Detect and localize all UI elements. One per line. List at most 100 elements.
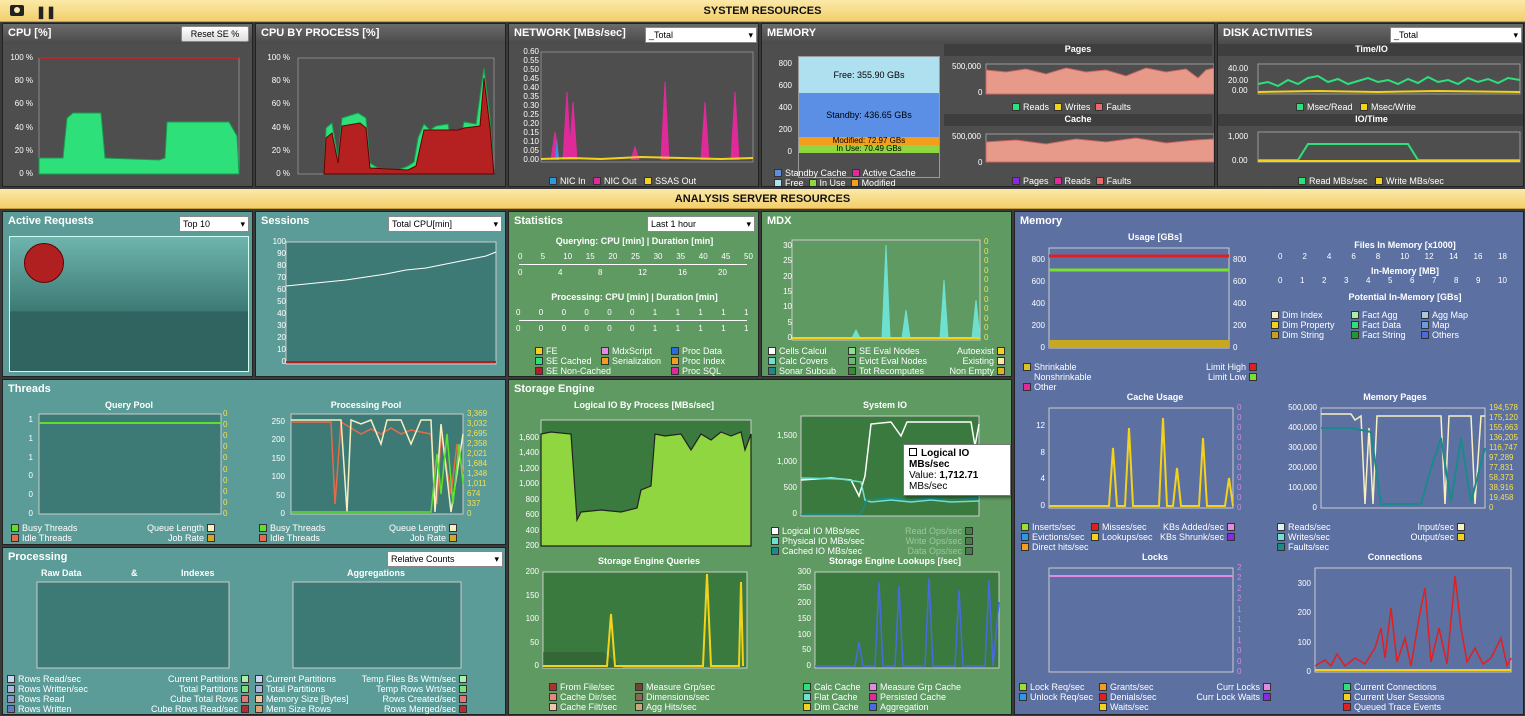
statistics-time-select[interactable]: Last 1 hour bbox=[647, 216, 755, 232]
memory-pages-title: Pages bbox=[1064, 44, 1092, 54]
tick-label: 2 bbox=[1237, 594, 1242, 604]
tick-label: 150 bbox=[271, 453, 285, 463]
tick-label: 500 bbox=[783, 483, 797, 492]
disk-title: DISK ACTIVITIES bbox=[1223, 27, 1313, 39]
time-ytick-1: 20.00 bbox=[1228, 76, 1249, 85]
network-interface-select[interactable]: _Total bbox=[645, 27, 757, 43]
memory-panel: MEMORY 800 600 400 200 0 Free: 355.90 GBs St… bbox=[761, 23, 1215, 187]
memory-cache-title: Cache bbox=[1064, 114, 1092, 124]
memory-legend-1: Standby Cache Active Cache bbox=[774, 168, 916, 178]
tick-label: 200 bbox=[1233, 321, 1247, 330]
tick-label: 2,358 bbox=[467, 439, 488, 448]
io-time-title: IO/Time bbox=[1355, 114, 1388, 124]
tick-label: 2 bbox=[1302, 252, 1307, 261]
tick-label: 50 bbox=[276, 490, 285, 500]
tick-label: 10 bbox=[783, 302, 792, 312]
memory-inuse-block: In Use: 70.49 GBs bbox=[799, 145, 939, 153]
tick-label: 0 bbox=[1233, 343, 1238, 352]
tick-label: 25 bbox=[783, 256, 792, 266]
statistics-panel: Statistics Last 1 hour Querying: CPU [mi… bbox=[508, 211, 759, 377]
tick-label: 0 bbox=[630, 324, 635, 333]
tick-label: 0 bbox=[1040, 501, 1045, 510]
tick-label: 8 bbox=[1454, 276, 1459, 285]
tick-label: 0.60 bbox=[523, 47, 539, 56]
locks-legend-3: Curr Locks Curr Lock Waits bbox=[1165, 682, 1271, 702]
pages-zero: 0 bbox=[978, 88, 983, 97]
se-queries-chart bbox=[542, 571, 748, 669]
disk-select[interactable]: _Total bbox=[1390, 27, 1522, 43]
tick-label: 0 % bbox=[19, 169, 33, 178]
tick-label: 0 bbox=[984, 304, 989, 314]
tick-label: 45 bbox=[721, 252, 731, 261]
cache-ytick: 500,000 bbox=[952, 132, 981, 141]
tick-label: 2 bbox=[1322, 276, 1327, 285]
tick-label: 0 bbox=[1237, 493, 1242, 502]
memory-pages-chart bbox=[1320, 407, 1486, 509]
tick-label: 80 % bbox=[14, 76, 33, 86]
network-panel: NETWORK [MBs/sec] _Total 0.600.550.500.4… bbox=[508, 23, 759, 187]
se-legend-4: Measure Grp Cache Persisted Cache Aggregat… bbox=[869, 682, 961, 712]
tick-label: 0 bbox=[607, 324, 612, 333]
tick-label: 0.45 bbox=[523, 74, 539, 83]
pot-legend-2: Fact Agg Fact Data Fact String bbox=[1351, 310, 1406, 340]
indexes-title: Indexes bbox=[181, 568, 215, 578]
tick-label: 2 bbox=[1237, 573, 1242, 583]
proc-legend-4: Temp Files Bs Wrtn/sec Temp Rows Wrt/sec R… bbox=[343, 674, 467, 714]
tick-label: 0 bbox=[516, 308, 521, 317]
tick-label: 200 bbox=[1297, 608, 1311, 618]
cu-legend-1: Inserts/sec Evictions/sec Direct hits/sec bbox=[1021, 522, 1089, 552]
tick-label: 1,000 bbox=[518, 479, 539, 489]
tick-label: 60 bbox=[277, 285, 286, 294]
tick-label: 200 bbox=[797, 598, 811, 608]
tick-label: 0.50 bbox=[523, 65, 539, 74]
memory-free-block: Free: 355.90 GBs bbox=[799, 57, 939, 93]
tick-label: 800 bbox=[1031, 255, 1045, 264]
pause-icon[interactable]: ❚❚ bbox=[36, 5, 57, 19]
tick-label: 97,289 bbox=[1489, 453, 1514, 462]
tick-label: 7 bbox=[1432, 276, 1437, 285]
se-legend-2: Measure Grp/sec Dimensions/sec Agg Hits/se… bbox=[635, 682, 715, 712]
tooltip-value: 1,712.71 bbox=[939, 470, 979, 481]
tick-label: 0 bbox=[984, 333, 989, 342]
tick-label: 0.05 bbox=[523, 146, 539, 155]
sessions-select[interactable]: Total CPU[min] bbox=[388, 216, 502, 232]
tick-label: 400,000 bbox=[1288, 423, 1317, 432]
tick-label: 250 bbox=[271, 417, 285, 426]
time-io-legend: Msec/Read Msec/Write bbox=[1296, 102, 1416, 112]
cache-usage-chart bbox=[1048, 407, 1234, 509]
sessions-title: Sessions bbox=[261, 215, 310, 227]
usage-legend-r: Limit High Limit Low bbox=[1145, 362, 1257, 382]
tick-label: 4 bbox=[558, 268, 563, 277]
tick-label: 250 bbox=[797, 582, 811, 592]
cache-usage-title: Cache Usage bbox=[1126, 392, 1184, 402]
tick-label: 600 bbox=[1031, 277, 1045, 286]
pp-legend-l: Busy Threads Idle Threads bbox=[259, 523, 325, 543]
tick-label: 4 bbox=[1326, 252, 1332, 261]
active-requests-select[interactable]: Top 10 bbox=[179, 216, 249, 232]
active-request-bubble[interactable] bbox=[24, 243, 64, 283]
tick-label: 200 bbox=[525, 541, 539, 550]
tick-label: 0 bbox=[280, 509, 285, 518]
network-legend: NIC In NIC Out SSAS Out bbox=[549, 176, 696, 186]
se-lookups-title: Storage Engine Lookups [/sec] bbox=[828, 556, 962, 566]
logical-io-title: Logical IO By Process [MBs/sec] bbox=[573, 400, 715, 410]
tick-label: 0 bbox=[984, 285, 989, 294]
processing-pool-title: Processing Pool bbox=[330, 400, 402, 410]
processing-select[interactable]: Relative Counts bbox=[387, 551, 503, 567]
io-ytick-0: 1,000 bbox=[1228, 132, 1249, 141]
reset-se-button[interactable]: Reset SE % bbox=[181, 26, 249, 42]
tick-label: 0 bbox=[561, 308, 567, 317]
tick-label: 2,695 bbox=[467, 429, 488, 438]
tick-label: 80 bbox=[277, 261, 286, 270]
tooltip-unit: MBs/sec bbox=[909, 481, 948, 492]
system-resources-title: SYSTEM RESOURCES bbox=[703, 5, 822, 17]
tick-label: 0 bbox=[630, 308, 635, 317]
se-legend-3: Calc Cache Flat Cache Dim Cache bbox=[803, 682, 861, 712]
tick-label: 0 bbox=[1278, 252, 1283, 261]
tick-label: 12 bbox=[1036, 421, 1045, 430]
camera-icon[interactable] bbox=[10, 5, 24, 16]
pot-legend-3: Agg Map Map Others bbox=[1421, 310, 1468, 340]
threads-title: Threads bbox=[8, 383, 51, 395]
tick-label: 1,011 bbox=[467, 479, 487, 488]
as-memory-panel: Memory Usage [GBs] 800 600 400 200 0 800 600 4… bbox=[1014, 211, 1524, 715]
